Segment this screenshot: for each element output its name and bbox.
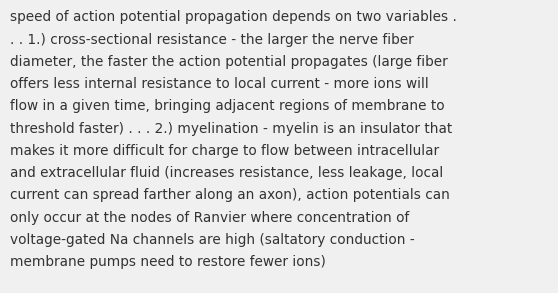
Text: . . 1.) cross-sectional resistance - the larger the nerve fiber: . . 1.) cross-sectional resistance - the…	[10, 33, 414, 47]
Text: and extracellular fluid (increases resistance, less leakage, local: and extracellular fluid (increases resis…	[10, 166, 443, 180]
Text: speed of action potential propagation depends on two variables .: speed of action potential propagation de…	[10, 10, 457, 24]
Text: current can spread farther along an axon), action potentials can: current can spread farther along an axon…	[10, 188, 450, 202]
Text: diameter, the faster the action potential propagates (large fiber: diameter, the faster the action potentia…	[10, 55, 448, 69]
Text: offers less internal resistance to local current - more ions will: offers less internal resistance to local…	[10, 77, 429, 91]
Text: flow in a given time, bringing adjacent regions of membrane to: flow in a given time, bringing adjacent …	[10, 99, 445, 113]
Text: membrane pumps need to restore fewer ions): membrane pumps need to restore fewer ion…	[10, 255, 326, 269]
Text: makes it more difficult for charge to flow between intracellular: makes it more difficult for charge to fl…	[10, 144, 439, 158]
Text: voltage-gated Na channels are high (saltatory conduction -: voltage-gated Na channels are high (salt…	[10, 233, 415, 247]
Text: only occur at the nodes of Ranvier where concentration of: only occur at the nodes of Ranvier where…	[10, 211, 410, 225]
Text: threshold faster) . . . 2.) myelination - myelin is an insulator that: threshold faster) . . . 2.) myelination …	[10, 122, 453, 136]
